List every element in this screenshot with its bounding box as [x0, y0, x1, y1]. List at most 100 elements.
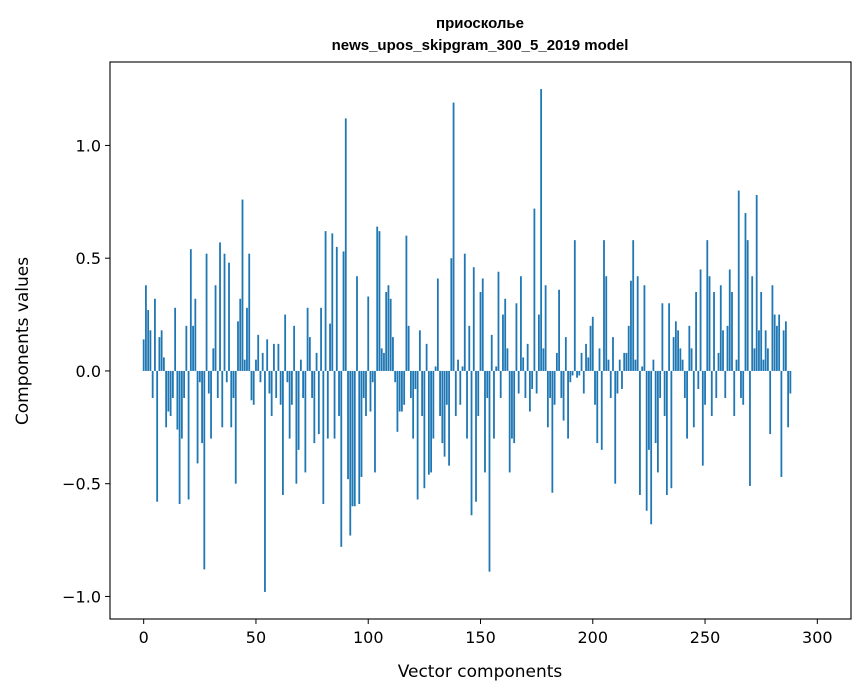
bar — [490, 334, 493, 371]
bar — [275, 370, 278, 398]
bar — [650, 370, 653, 525]
bar — [659, 370, 662, 398]
plot-frame — [109, 61, 852, 620]
bar — [605, 276, 608, 371]
bar — [630, 280, 632, 371]
bar — [697, 370, 700, 389]
bar — [486, 370, 489, 398]
bar — [472, 267, 475, 371]
bar — [270, 370, 273, 417]
bar — [764, 330, 767, 371]
bar — [246, 307, 248, 371]
bar — [396, 370, 399, 432]
bar — [167, 370, 170, 412]
bar — [560, 370, 563, 398]
bar — [713, 292, 715, 371]
bar — [286, 370, 289, 383]
bar — [531, 370, 534, 389]
bar — [421, 370, 424, 417]
bar — [502, 314, 504, 371]
bar — [573, 240, 576, 371]
bar — [203, 370, 206, 570]
bar — [320, 307, 322, 371]
bar — [257, 334, 260, 371]
bar — [580, 352, 583, 371]
bar — [221, 370, 224, 428]
y-axis-label: Components values — [13, 257, 33, 425]
bar — [407, 325, 410, 371]
bar — [726, 325, 729, 371]
bar — [515, 303, 518, 371]
bar — [632, 240, 635, 371]
bar — [268, 370, 271, 394]
bar — [475, 370, 477, 502]
bar — [351, 370, 354, 507]
bar — [358, 370, 361, 504]
bar — [401, 370, 403, 412]
bar — [634, 359, 637, 371]
bar — [239, 298, 242, 371]
bar — [185, 325, 188, 371]
bar — [506, 348, 509, 371]
bar — [722, 330, 724, 371]
bar — [546, 370, 549, 428]
bar — [488, 370, 491, 572]
chart-subtitle: news_upos_skipgram_300_5_2019 model — [332, 37, 629, 54]
bar — [183, 370, 185, 398]
bar — [596, 370, 599, 444]
bar — [210, 370, 212, 439]
bar — [403, 370, 406, 405]
bar — [248, 253, 251, 371]
bar — [315, 352, 318, 371]
bar — [156, 370, 159, 502]
bar — [470, 370, 473, 516]
bar — [299, 359, 302, 371]
bar — [690, 348, 693, 371]
bar — [230, 370, 233, 428]
bar — [459, 370, 462, 405]
bar — [717, 352, 720, 371]
bar — [295, 370, 298, 484]
chart-title: приосколье — [436, 15, 524, 32]
bar — [609, 370, 612, 398]
bar — [216, 370, 219, 398]
bar — [699, 269, 702, 371]
bar — [418, 330, 421, 371]
bar — [367, 296, 370, 371]
bar — [255, 359, 257, 371]
bar — [778, 314, 781, 371]
bar — [569, 370, 572, 383]
bar — [681, 359, 684, 371]
x-tick-label: 50 — [246, 628, 266, 647]
bar — [324, 231, 327, 371]
bar — [537, 314, 540, 371]
bar — [219, 242, 221, 371]
bar — [147, 310, 150, 371]
bar — [284, 314, 287, 371]
x-tick-label: 300 — [802, 628, 833, 647]
bar — [558, 289, 560, 371]
bar — [273, 343, 275, 371]
bar — [290, 370, 293, 405]
bar — [331, 233, 334, 371]
bar — [740, 370, 742, 398]
bar — [194, 298, 197, 371]
bar — [277, 343, 280, 371]
bar — [201, 370, 203, 444]
bar — [701, 370, 704, 466]
bar — [771, 285, 774, 371]
bar — [564, 337, 567, 371]
bar — [639, 370, 641, 495]
x-axis-label: Vector components — [398, 662, 563, 682]
bar — [178, 370, 181, 504]
bar — [466, 370, 468, 439]
bar — [313, 370, 316, 444]
bar — [243, 359, 246, 371]
bar — [160, 330, 163, 371]
bar — [542, 348, 545, 371]
bar — [598, 348, 601, 371]
bar — [311, 370, 313, 398]
bar — [405, 235, 408, 371]
bar — [378, 231, 381, 371]
bar — [228, 262, 230, 371]
